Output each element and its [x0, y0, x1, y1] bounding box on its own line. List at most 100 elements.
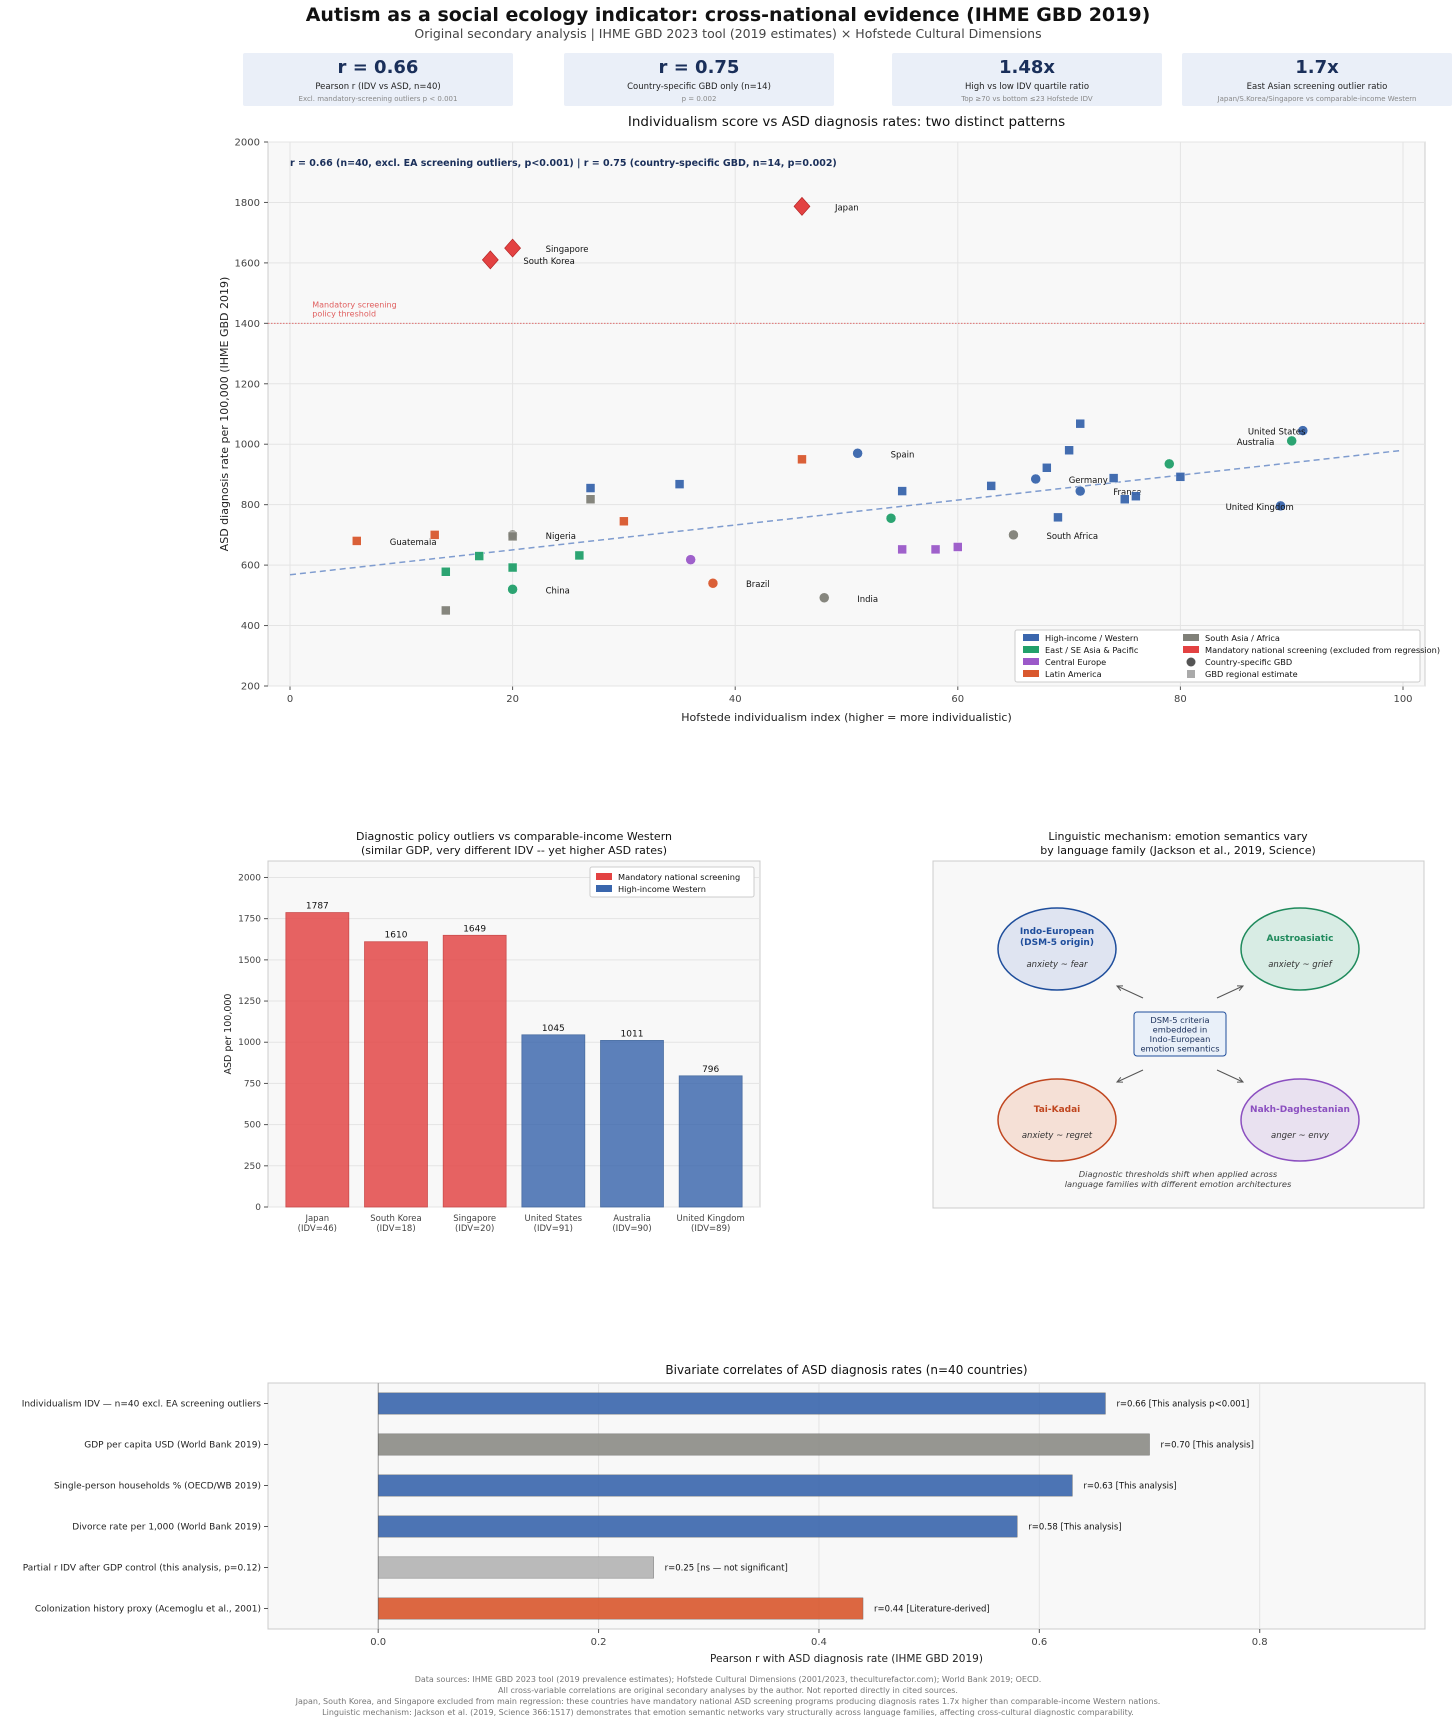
point-label: South Africa: [1046, 532, 1098, 542]
y-tick-label: 2000: [235, 138, 260, 149]
center-box: [1133, 1011, 1227, 1057]
y-tick-label: 250: [244, 1162, 261, 1172]
legend-swatch: [596, 885, 612, 892]
diagram-caption: language families with different emotion…: [1065, 1179, 1292, 1189]
hbar: [377, 1597, 864, 1620]
node-title: Nakh-Daghestanian: [1250, 1105, 1350, 1115]
page-subtitle: Original secondary analysis | IHME GBD 2…: [414, 26, 1042, 41]
y-axis-label: ASD diagnosis rate per 100,000 (IHME GBD…: [218, 277, 231, 552]
scatter-point-square: [429, 530, 440, 540]
scatter-point-diamond: [504, 238, 522, 258]
center-label: emotion semantics: [1140, 1044, 1219, 1054]
scatter-point-square: [797, 454, 807, 465]
scatter-point-circle: [818, 592, 830, 604]
scatter-point-square: [574, 550, 585, 561]
x-tick-label: 40: [729, 694, 742, 705]
node-title: Tai-Kadai: [1034, 1105, 1081, 1115]
footer-line: All cross-variable correlations are orig…: [498, 1686, 958, 1695]
y-tick-label: 800: [241, 500, 260, 511]
legend-label: South Asia / Africa: [1205, 633, 1280, 643]
bar: [364, 941, 428, 1208]
arrow-line: [1116, 1069, 1144, 1083]
arrow-head: [1115, 1077, 1124, 1083]
legend-label: GBD regional estimate: [1205, 669, 1298, 679]
y-tick-label: 1750: [238, 915, 261, 925]
y-tick-label: 1500: [238, 956, 261, 966]
hbar: [377, 1392, 1106, 1415]
scatter-point-square: [1075, 418, 1085, 429]
y-tick-label: Colonization history proxy (Acemoglu et …: [35, 1605, 261, 1615]
y-tick-label: 1400: [235, 319, 260, 330]
bar-value-label: 1649: [463, 924, 486, 934]
plot-area: [267, 141, 1426, 687]
y-tick-label: 0: [255, 1203, 261, 1213]
node-title: Austroasiatic: [1267, 934, 1334, 944]
kpi-label: Pearson r (IDV vs ASD, n=40): [315, 82, 441, 92]
kpi-card-quartile-ratio: 1.48x High vs low IDV quartile ratio Top…: [892, 53, 1162, 106]
legend-label: Mandatory national screening: [618, 872, 740, 882]
x-tick-label: (IDV=89): [691, 1224, 730, 1234]
arrow-line: [1216, 1069, 1244, 1083]
chart-title: Bivariate correlates of ASD diagnosis ra…: [665, 1363, 1027, 1377]
point-label: Spain: [891, 450, 915, 460]
scatter-point-square: [986, 481, 996, 491]
x-tick-label: 0.8: [1252, 1637, 1268, 1648]
y-tick-label: 750: [244, 1079, 261, 1089]
legend-label: High-income Western: [618, 884, 706, 894]
point-label: Singapore: [546, 245, 589, 255]
x-tick-label: (IDV=20): [455, 1224, 494, 1234]
legend-swatch: [1023, 634, 1039, 641]
scatter-point-circle: [1297, 425, 1309, 436]
x-axis-label: Hofstede individualism index (higher = m…: [681, 711, 1012, 724]
plot-area: [267, 1382, 1426, 1630]
scatter-point-circle: [1030, 473, 1041, 485]
scatter-point-square: [1131, 491, 1141, 501]
point-label: Germany: [1069, 476, 1108, 486]
regression-line: [289, 449, 1404, 576]
kpi-card-outlier-ratio: 1.7x East Asian screening outlier ratio …: [1182, 53, 1452, 106]
y-tick-label: 1200: [235, 379, 260, 390]
legend-box: [589, 866, 755, 898]
x-tick-label: Singapore: [453, 1214, 496, 1224]
bar-value-label: 1045: [542, 1024, 565, 1034]
legend-swatch: [1023, 658, 1039, 665]
x-tick-label: 0.0: [370, 1637, 386, 1648]
diagram-title: Linguistic mechanism: emotion semantics …: [1048, 830, 1308, 843]
scatter-point-square: [930, 544, 941, 555]
y-tick-label: 2000: [238, 873, 261, 883]
kpi-label: High vs low IDV quartile ratio: [964, 82, 1090, 92]
scatter-chart: Individualism score vs ASD diagnosis rat…: [218, 114, 1440, 724]
scatter-point-square: [507, 562, 518, 573]
bar-value-label: r=0.70 [This analysis]: [1161, 1441, 1254, 1451]
bar-value-label: 1787: [306, 902, 329, 912]
hbar: [377, 1474, 1073, 1497]
x-tick-label: United States: [525, 1214, 583, 1224]
legend-swatch: [1183, 646, 1199, 653]
scatter-point-diamond: [793, 196, 811, 216]
scatter-point-square: [674, 479, 685, 489]
node-subtitle: anxiety ~ fear: [1026, 960, 1088, 970]
scatter-point-square: [897, 486, 907, 496]
point-label: United States: [1248, 428, 1306, 438]
point-label: Nigeria: [546, 532, 576, 542]
chart-title: Individualism score vs ASD diagnosis rat…: [628, 114, 1065, 130]
legend-swatch: [1023, 646, 1039, 653]
bar: [521, 1034, 586, 1208]
footer-line: Japan, South Korea, and Singapore exclud…: [295, 1697, 1161, 1706]
legend-label: Mandatory national screening (excluded f…: [1205, 645, 1440, 655]
kpi-note: Excl. mandatory-screening outliers p < 0…: [298, 95, 458, 103]
scatter-point-diamond: [481, 250, 499, 270]
point-label: India: [857, 595, 878, 605]
x-tick-label: (IDV=91): [534, 1224, 573, 1234]
scatter-point-square: [953, 542, 963, 552]
y-tick-label: GDP per capita USD (World Bank 2019): [84, 1441, 261, 1451]
legend-swatch: [1023, 670, 1039, 677]
y-tick-label: 400: [241, 621, 260, 632]
footer-line: Data sources: IHME GBD 2023 tool (2019 p…: [414, 1675, 1042, 1684]
scatter-point-square: [352, 536, 362, 546]
kpi-value: r = 0.75: [658, 57, 740, 78]
bar-value-label: r=0.63 [This analysis]: [1083, 1482, 1176, 1492]
hbar: [377, 1515, 1018, 1538]
legend-marker: [1186, 657, 1196, 667]
x-tick-label: (IDV=46): [298, 1224, 337, 1234]
